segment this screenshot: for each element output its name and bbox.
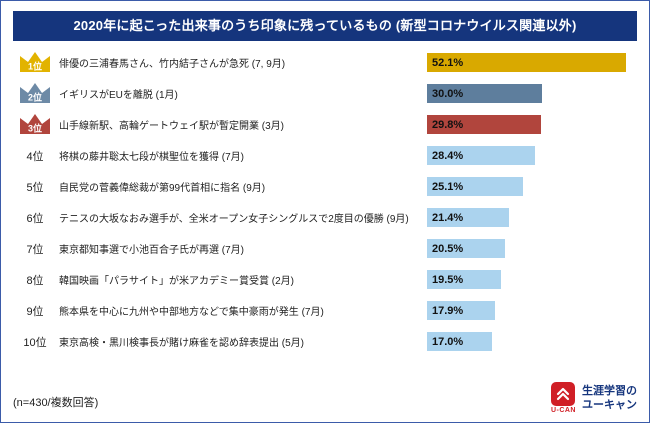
chart-row: 2位 イギリスがEUを離脱 (1月) 30.0% xyxy=(13,78,637,109)
bar: 52.1% xyxy=(427,53,626,72)
event-label: イギリスがEUを離脱 (1月) xyxy=(59,90,178,101)
event-label: 山手線新駅、高輪ゲートウェイ駅が暫定開業 (3月) xyxy=(59,121,284,132)
rank-badge: 8位 xyxy=(26,274,44,287)
percentage-label: 17.0% xyxy=(432,335,464,348)
bar: 21.4% xyxy=(427,208,509,227)
chart-row: 7位 東京都知事選で小池百合子氏が再選 (7月) 20.5% xyxy=(13,233,637,264)
percentage-label: 19.5% xyxy=(432,273,464,286)
percentage-label: 20.5% xyxy=(432,242,464,255)
bar: 17.9% xyxy=(427,301,496,320)
bar-track: 28.4% xyxy=(427,146,637,165)
chart-row: 10位 東京高検・黒川検事長が賭け麻雀を認め辞表提出 (5月) 17.0% xyxy=(13,326,637,357)
bar-track: 20.5% xyxy=(427,239,637,258)
page-title: 2020年に起こった出来事のうち印象に残っているもの (新型コロナウイルス関連以… xyxy=(13,11,637,41)
event-label: 東京高検・黒川検事長が賭け麻雀を認め辞表提出 (5月) xyxy=(59,338,304,349)
event-label: 熊本県を中心に九州や中部地方などで集中豪雨が発生 (7月) xyxy=(59,307,324,318)
bar-track: 21.4% xyxy=(427,208,637,227)
crown-icon: 1位 xyxy=(20,52,50,72)
percentage-label: 17.9% xyxy=(432,304,464,317)
svg-text:2位: 2位 xyxy=(28,92,42,103)
chart-row: 8位 韓国映画「パラサイト」が米アカデミー賞受賞 (2月) 19.5% xyxy=(13,264,637,295)
bar-track: 19.5% xyxy=(427,270,637,289)
crown-icon: 2位 xyxy=(20,83,50,103)
percentage-label: 21.4% xyxy=(432,211,464,224)
svg-text:1位: 1位 xyxy=(28,61,42,72)
chart-row: 9位 熊本県を中心に九州や中部地方などで集中豪雨が発生 (7月) 17.9% xyxy=(13,295,637,326)
footer: (n=430/複数回答) U-CAN 生涯学習の ユーキャン xyxy=(13,382,637,414)
event-label: 東京都知事選で小池百合子氏が再選 (7月) xyxy=(59,245,244,256)
crown-icon: 3位 xyxy=(20,114,50,134)
percentage-label: 30.0% xyxy=(432,87,464,100)
ucan-logo-icon xyxy=(551,382,576,406)
ucan-tagline: 生涯学習の ユーキャン xyxy=(582,384,637,413)
ucan-tagline-line1: 生涯学習の xyxy=(582,384,637,397)
ranking-bar-chart: 1位 俳優の三浦春馬さん、竹内結子さんが急死 (7, 9月) 52.1% 2位 … xyxy=(13,47,637,357)
ucan-logo-left: U-CAN xyxy=(551,382,576,414)
ucan-brand-text: U-CAN xyxy=(550,407,576,414)
rank-badge: 7位 xyxy=(26,243,44,256)
rank-crown-badge: 1位 xyxy=(13,50,57,75)
rank-crown-badge: 2位 xyxy=(13,81,57,106)
bar-track: 29.8% xyxy=(427,115,637,134)
event-label: 将棋の藤井聡太七段が棋聖位を獲得 (7月) xyxy=(59,152,244,163)
bar-track: 30.0% xyxy=(427,84,637,103)
percentage-label: 28.4% xyxy=(432,149,464,162)
event-label: 俳優の三浦春馬さん、竹内結子さんが急死 (7, 9月) xyxy=(59,59,286,70)
chart-row: 5位 自民党の菅義偉総裁が第99代首相に指名 (9月) 25.1% xyxy=(13,171,637,202)
bar: 30.0% xyxy=(427,84,542,103)
rank-badge: 10位 xyxy=(23,336,47,349)
ucan-logo: U-CAN 生涯学習の ユーキャン xyxy=(551,382,637,414)
ucan-tagline-line2: ユーキャン xyxy=(582,399,637,411)
ucan-mark-icon xyxy=(557,387,570,401)
bar-track: 25.1% xyxy=(427,177,637,196)
event-label: 自民党の菅義偉総裁が第99代首相に指名 (9月) xyxy=(59,183,266,194)
event-label: 韓国映画「パラサイト」が米アカデミー賞受賞 (2月) xyxy=(59,276,294,287)
rank-badge: 5位 xyxy=(26,181,44,194)
chart-row: 3位 山手線新駅、高輪ゲートウェイ駅が暫定開業 (3月) 29.8% xyxy=(13,109,637,140)
bar: 25.1% xyxy=(427,177,523,196)
bar: 28.4% xyxy=(427,146,536,165)
percentage-label: 25.1% xyxy=(432,180,464,193)
percentage-label: 52.1% xyxy=(432,56,464,69)
percentage-label: 29.8% xyxy=(432,118,464,131)
sample-size-note: (n=430/複数回答) xyxy=(13,397,99,409)
chart-row: 1位 俳優の三浦春馬さん、竹内結子さんが急死 (7, 9月) 52.1% xyxy=(13,47,637,78)
bar: 17.0% xyxy=(427,332,492,351)
bar-track: 17.0% xyxy=(427,332,637,351)
rank-badge: 4位 xyxy=(26,150,44,163)
bar-track: 17.9% xyxy=(427,301,637,320)
rank-crown-badge: 3位 xyxy=(13,112,57,137)
rank-badge: 9位 xyxy=(26,305,44,318)
bar: 20.5% xyxy=(427,239,506,258)
bar-track: 52.1% xyxy=(427,53,637,72)
event-label: テニスの大坂なおみ選手が、全米オープン女子シングルスで2度目の優勝 (9月) xyxy=(59,214,409,225)
chart-row: 4位 将棋の藤井聡太七段が棋聖位を獲得 (7月) 28.4% xyxy=(13,140,637,171)
bar: 29.8% xyxy=(427,115,541,134)
chart-row: 6位 テニスの大坂なおみ選手が、全米オープン女子シングルスで2度目の優勝 (9月… xyxy=(13,202,637,233)
rank-badge: 6位 xyxy=(26,212,44,225)
svg-text:3位: 3位 xyxy=(28,123,42,134)
bar: 19.5% xyxy=(427,270,502,289)
